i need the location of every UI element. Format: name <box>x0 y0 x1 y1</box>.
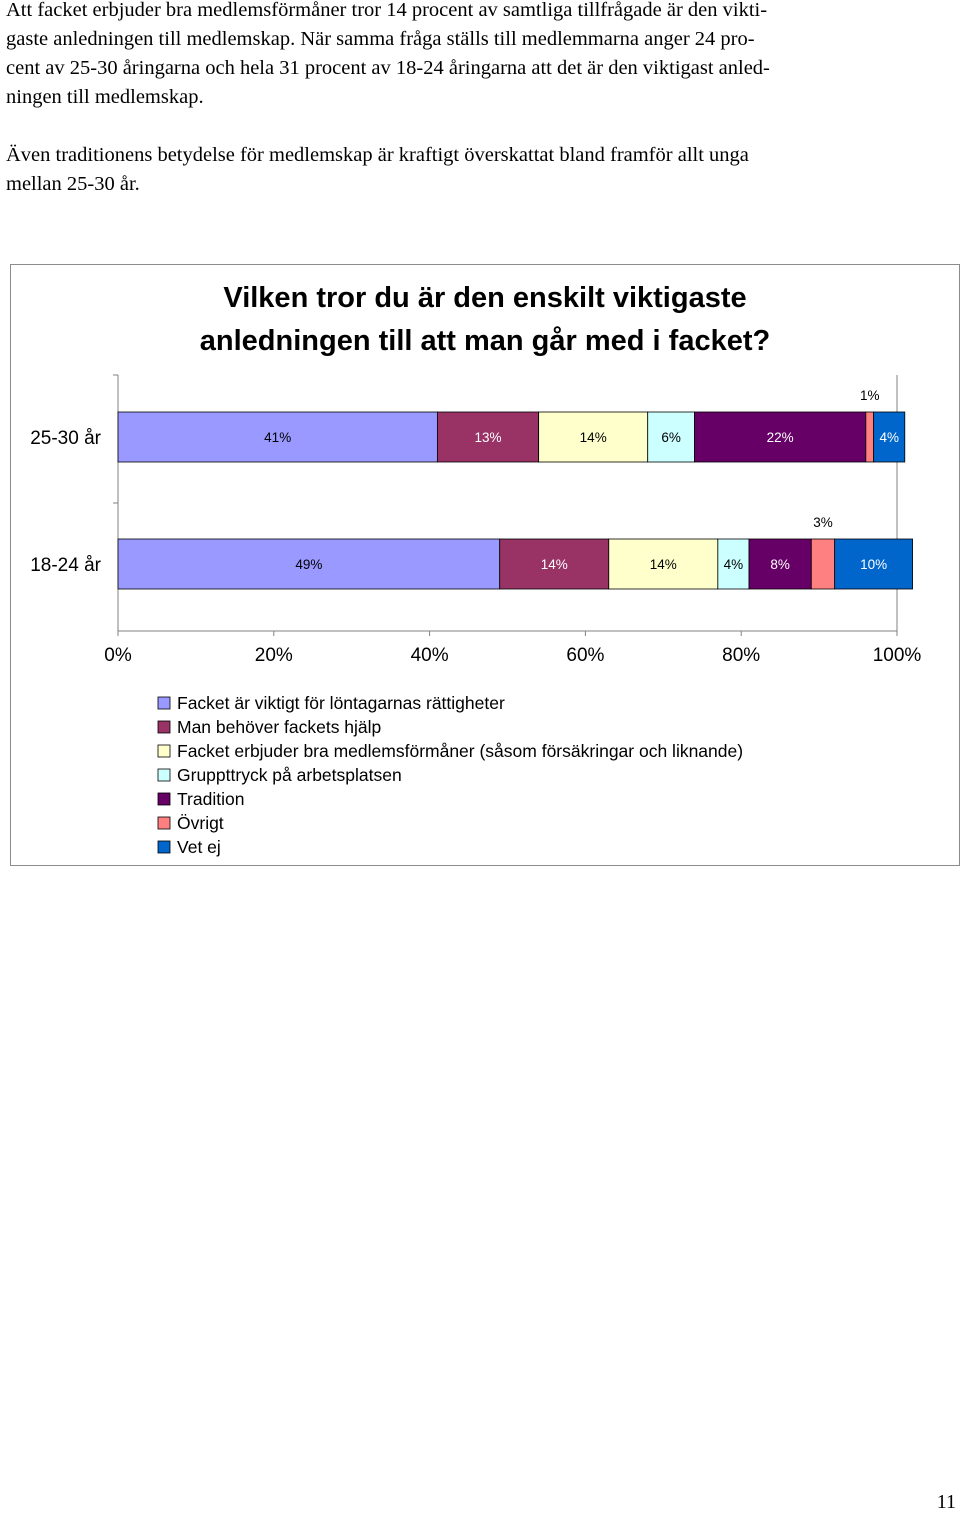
bar-segment <box>810 538 836 590</box>
data-label: 4% <box>724 557 744 572</box>
data-label: 10% <box>860 557 887 572</box>
chart-title-line: anledningen till att man går med i facke… <box>200 325 770 357</box>
legend-swatch <box>157 744 171 758</box>
data-label: 49% <box>295 557 322 572</box>
paragraph-line: ningen till medlemskap. <box>6 86 204 108</box>
legend-label: Tradition <box>177 789 244 809</box>
data-label: 14% <box>650 557 677 572</box>
bar-segment <box>647 411 695 463</box>
bar-segment <box>873 411 906 463</box>
x-tick-label: 20% <box>255 645 293 666</box>
stacked-bar-chart: Vilken tror du är den enskilt viktigaste… <box>30 282 922 857</box>
legend-swatch <box>157 768 171 782</box>
paragraph-line: mellan 25-30 år. <box>6 173 140 195</box>
category-label: 18-24 år <box>30 555 101 576</box>
bar-segment <box>436 411 540 463</box>
bar-segment <box>608 538 719 590</box>
legend-label: Övrigt <box>177 813 224 833</box>
data-label: 14% <box>580 430 607 445</box>
paragraph-line: Att facket erbjuder bra medlemsförmåner … <box>6 0 768 21</box>
paragraph-line: cent av 25-30 åringarna och hela 31 proc… <box>6 57 770 79</box>
x-tick-label: 0% <box>104 645 132 666</box>
data-label: 1% <box>860 388 880 403</box>
legend-label: Facket är viktigt för löntagarnas rättig… <box>177 693 505 713</box>
legend-label: Gruppttryck på arbetsplatsen <box>177 765 402 785</box>
legend-label: Vet ej <box>177 837 221 857</box>
legend-label: Facket erbjuder bra medlemsförmåner (sås… <box>177 741 743 761</box>
bar-segment <box>117 538 501 590</box>
x-tick-label: 100% <box>873 645 922 666</box>
legend-swatch <box>157 720 171 734</box>
data-label: 4% <box>879 430 899 445</box>
legend-swatch <box>157 792 171 806</box>
data-label: 8% <box>770 557 790 572</box>
bar-segment <box>717 538 750 590</box>
bar-segment <box>748 538 812 590</box>
data-label: 14% <box>541 557 568 572</box>
paragraph-line: Även traditionens betydelse för medlemsk… <box>6 144 749 166</box>
x-tick-label: 60% <box>566 645 604 666</box>
bar-segment <box>117 411 438 463</box>
data-label: 3% <box>813 515 833 530</box>
bar-segment <box>694 411 867 463</box>
category-label: 25-30 år <box>30 428 101 449</box>
x-tick-label: 80% <box>722 645 760 666</box>
bar-segment <box>865 411 875 463</box>
x-tick-label: 40% <box>411 645 449 666</box>
legend-label: Man behöver fackets hjälp <box>177 717 381 737</box>
chart-container: Vilken tror du är den enskilt viktigaste… <box>10 264 960 866</box>
tradition-paragraph: Även traditionens betydelse för medlemsk… <box>6 141 956 199</box>
data-label: 41% <box>264 430 291 445</box>
chart-title-line: Vilken tror du är den enskilt viktigaste <box>223 282 746 314</box>
bar-segment <box>834 538 913 590</box>
page-number: 11 <box>936 1491 956 1513</box>
bar-segment <box>538 411 649 463</box>
data-label: 13% <box>475 430 502 445</box>
legend-swatch <box>157 816 171 830</box>
legend-swatch <box>157 840 171 854</box>
legend-swatch <box>157 696 171 710</box>
data-label: 22% <box>767 430 794 445</box>
intro-paragraph: Att facket erbjuder bra medlemsförmåner … <box>6 0 956 112</box>
data-label: 6% <box>661 430 681 445</box>
paragraph-line: gaste anledningen till medlemskap. När s… <box>6 28 755 50</box>
